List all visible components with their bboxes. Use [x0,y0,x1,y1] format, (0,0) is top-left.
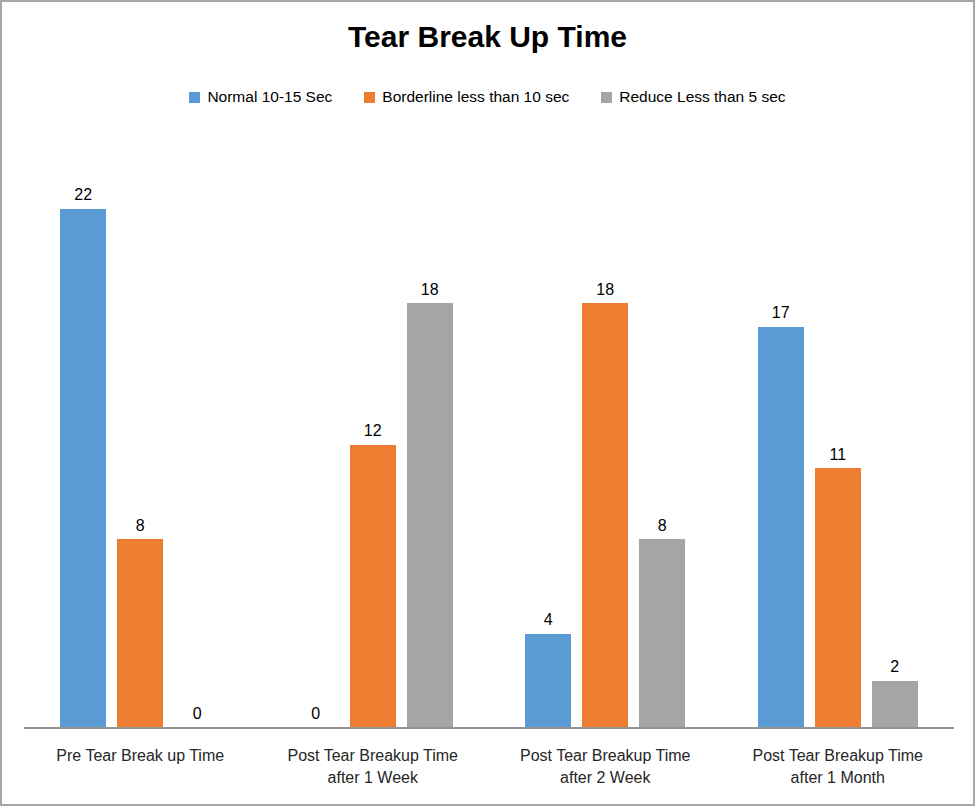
category-label: Pre Tear Break up Time [24,745,257,790]
bar-value-label: 22 [74,186,92,204]
legend-label: Reduce Less than 5 sec [619,88,785,106]
bar-slot: 2 [872,658,918,728]
bar-slot: 8 [117,517,163,728]
bar-slot: 11 [815,446,861,728]
legend-label: Normal 10-15 Sec [207,88,332,106]
bar-slot: 8 [639,517,685,728]
bar-value-label: 17 [772,304,790,322]
plot-area: 22 8 0 0 12 18 4 18 8 17 11 2 [24,152,954,728]
bar-value-label: 8 [658,517,667,535]
bar-borderline-less-than-10-sec [815,468,861,728]
bar-value-label: 2 [890,658,899,676]
x-axis-line [24,727,954,729]
bar-slot: 18 [407,281,453,728]
bar-value-label: 18 [596,281,614,299]
chart: Tear Break Up Time Normal 10-15 Sec Borde… [0,0,975,806]
bar-borderline-less-than-10-sec [582,303,628,728]
category-label-text: Post Tear Breakup Time after 2 Week [508,745,703,790]
bar-group-0: 22 8 0 [24,186,257,728]
category-label: Post Tear Breakup Time after 1 Month [722,745,955,790]
bar-value-label: 4 [544,611,553,629]
bar-value-label: 12 [364,422,382,440]
bar-group-3: 17 11 2 [722,304,955,728]
bar-slot: 0 [293,705,339,728]
chart-title: Tear Break Up Time [2,20,973,54]
bar-reduce-less-than-5-sec [872,681,918,728]
legend-item-2: Reduce Less than 5 sec [601,88,785,106]
bar-borderline-less-than-10-sec [350,445,396,728]
bar-slot: 0 [174,705,220,728]
legend-item-0: Normal 10-15 Sec [189,88,332,106]
bar-value-label: 0 [193,705,202,723]
bar-value-label: 0 [311,705,320,723]
legend-marker-icon [601,92,612,103]
legend-item-1: Borderline less than 10 sec [364,88,569,106]
legend: Normal 10-15 Sec Borderline less than 10 … [2,88,973,106]
category-axis: Pre Tear Break up Time Post Tear Breakup … [24,745,954,790]
category-label-text: Post Tear Breakup Time after 1 Week [275,745,470,790]
category-label-text: Pre Tear Break up Time [56,745,224,790]
bar-value-label: 8 [136,517,145,535]
category-label: Post Tear Breakup Time after 2 Week [489,745,722,790]
category-label-text: Post Tear Breakup Time after 1 Month [740,745,935,790]
bar-borderline-less-than-10-sec [117,539,163,728]
legend-marker-icon [364,92,375,103]
legend-marker-icon [189,92,200,103]
bar-slot: 4 [525,611,571,728]
bar-normal-10-15-sec [758,327,804,728]
category-label: Post Tear Breakup Time after 1 Week [257,745,490,790]
bar-value-label: 18 [421,281,439,299]
bar-normal-10-15-sec [525,634,571,728]
bar-reduce-less-than-5-sec [407,303,453,728]
bar-group-1: 0 12 18 [257,281,490,728]
bar-slot: 18 [582,281,628,728]
legend-label: Borderline less than 10 sec [382,88,569,106]
bar-slot: 12 [350,422,396,728]
bar-slot: 17 [758,304,804,728]
bar-reduce-less-than-5-sec [639,539,685,728]
bar-slot: 22 [60,186,106,728]
bar-value-label: 11 [829,446,846,464]
bar-group-2: 4 18 8 [489,281,722,728]
bar-normal-10-15-sec [60,209,106,728]
